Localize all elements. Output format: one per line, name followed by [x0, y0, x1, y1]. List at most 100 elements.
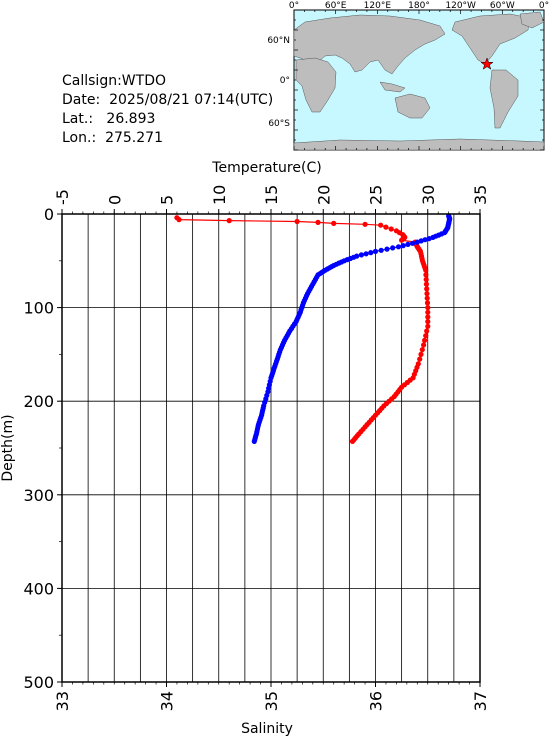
salinity-data-point: [372, 248, 379, 254]
temperature-profile-marker: [425, 314, 431, 320]
map-lon-label: 0°: [539, 1, 549, 11]
salinity-profile-marker: [278, 344, 285, 350]
callsign-line: Callsign:WTDO: [62, 72, 273, 91]
station-info: Callsign:WTDO Date: 2025/08/21 07:14(UTC…: [62, 72, 273, 148]
temperature-profile-marker: [423, 276, 429, 283]
temperature-tick-label: 20: [314, 185, 333, 205]
salinity-profile-marker: [311, 279, 317, 285]
lon-label: Lon.:: [62, 130, 97, 146]
temperature-data-point: [383, 224, 389, 230]
temperature-data-point: [294, 218, 300, 225]
temperature-profile-marker: [422, 265, 428, 271]
depth-tick-label: 100: [23, 299, 54, 318]
temperature-data-point: [421, 342, 427, 348]
map-lon-label: 180°: [408, 1, 430, 11]
temperature-data-point: [331, 220, 337, 226]
salinity-profile-marker: [378, 247, 384, 253]
temperature-data-point: [315, 219, 321, 225]
temperature-tick-label: 0: [105, 195, 124, 205]
temperature-profile-marker: [399, 236, 405, 243]
salinity-profile-marker: [283, 335, 289, 341]
salinity-tick-label: 37: [471, 691, 490, 711]
callsign-value: WTDO: [121, 73, 166, 89]
temperature-tick-label: 15: [262, 185, 281, 205]
temperature-profile-marker: [423, 333, 429, 339]
temperature-profile-line: [176, 217, 429, 442]
salinity-profile-marker: [294, 316, 300, 322]
map-land: [293, 11, 545, 151]
salinity-profile-marker: [422, 237, 428, 243]
temperature-profile-marker: [417, 356, 423, 362]
location-map: 0° 60°E 120°E 180° 120°W 60°W 0° 60°N 0° 60°S: [267, 1, 549, 151]
depth-tick-label: 300: [23, 486, 54, 505]
temperature-profile-marker: [401, 382, 408, 388]
temperature-profile-marker: [358, 429, 364, 435]
temperature-data-point: [388, 226, 394, 232]
salinity-profile-marker: [306, 288, 312, 294]
lat-line: Lat.: 26.893: [62, 110, 273, 129]
temperature-profile-marker: [423, 272, 429, 278]
temperature-data-point: [362, 221, 368, 227]
temperature-profile-marker: [411, 371, 417, 377]
salinity-profile-marker: [275, 354, 281, 360]
salinity-profile-marker: [433, 233, 439, 239]
map-lat-label: 0°: [280, 76, 290, 86]
salinity-profile-marker: [363, 251, 369, 257]
salinity-profile-marker: [256, 419, 262, 425]
map-ticks: [293, 9, 545, 151]
salinity-profile-marker: [426, 236, 432, 242]
salinity-tick-label: 34: [158, 691, 177, 711]
temperature-profile-marker: [393, 391, 399, 397]
salinity-profile-marker: [252, 437, 258, 443]
salinity-profile-marker: [254, 429, 260, 435]
map-lat-label: 60°S: [268, 119, 290, 129]
temperature-profile-marker: [424, 300, 431, 306]
temperature-data-point: [226, 218, 232, 224]
temperature-profile-marker: [424, 295, 430, 301]
salinity-data-point: [395, 244, 402, 250]
salinity-profile-marker: [405, 241, 411, 247]
series-layer: [174, 213, 453, 444]
depth-tick-label: 200: [23, 392, 54, 411]
land-greenland: [519, 11, 545, 29]
date-label: Date:: [62, 92, 101, 108]
temperature-data-point: [378, 222, 384, 228]
date-line: Date: 2025/08/21 07:14(UTC): [62, 91, 273, 110]
temperature-data-point: [176, 217, 182, 223]
salinity-profile-marker: [259, 410, 265, 416]
land-africa: [295, 57, 337, 113]
salinity-profile-marker: [344, 257, 350, 263]
temperature-profile-marker: [419, 255, 425, 262]
chart-grid: [61, 213, 481, 683]
salinity-profile-marker: [368, 250, 374, 256]
temperature-profile-marker: [419, 347, 425, 353]
salinity-profile-marker: [262, 399, 268, 405]
land-north-america: [451, 13, 531, 65]
salinity-profile-marker: [298, 307, 304, 313]
temperature-tick-label: -5: [53, 189, 72, 205]
temperature-data-point: [425, 323, 431, 329]
salinity-profile-marker: [317, 271, 323, 277]
map-lon-label: 0°: [289, 1, 299, 11]
salinity-profile-marker: [333, 261, 339, 267]
temperature-profile-marker: [418, 351, 424, 357]
temperature-tick-label: 30: [419, 185, 438, 205]
salinity-profile-marker: [266, 385, 272, 391]
salinity-axis-title: Salinity: [241, 721, 293, 736]
salinity-profile-marker: [301, 298, 307, 304]
map-lon-label: 60°E: [325, 1, 347, 11]
temperature-profile-marker: [375, 410, 381, 416]
land-australia: [394, 93, 431, 119]
salinity-profile-marker: [418, 238, 424, 244]
depth-tick-label: 0: [44, 205, 54, 224]
temperature-profile-marker: [423, 281, 429, 287]
depth-axis-title: Depth(m): [0, 414, 16, 481]
map-lat-label: 60°N: [267, 36, 290, 46]
date-value: 2025/08/21 07:14(UTC): [109, 92, 274, 108]
lat-label: Lat.:: [62, 111, 94, 127]
callsign-label: Callsign:: [62, 73, 122, 89]
temperature-profile-marker: [351, 437, 357, 443]
land-south-america: [489, 69, 519, 129]
map-lon-label: 60°W: [490, 1, 515, 11]
salinity-profile-marker: [272, 363, 278, 369]
